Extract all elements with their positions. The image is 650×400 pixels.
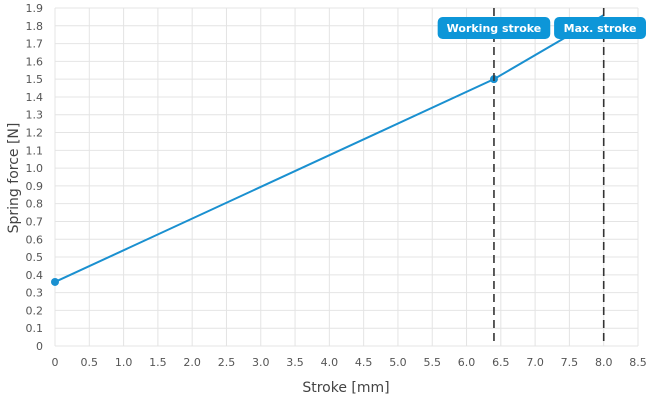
y-tick-label: 0.7 xyxy=(26,215,44,228)
y-tick-label: 0.2 xyxy=(26,304,44,317)
y-tick-label: 0.5 xyxy=(26,251,44,264)
y-tick-label: 0.3 xyxy=(26,287,44,300)
x-tick-label: 2.0 xyxy=(183,356,201,369)
x-tick-label: 3.0 xyxy=(252,356,270,369)
y-tick-label: 0 xyxy=(36,340,43,353)
y-tick-label: 1.6 xyxy=(26,55,44,68)
x-tick-label: 3.5 xyxy=(286,356,304,369)
y-tick-label: 1.9 xyxy=(26,2,44,15)
y-tick-label: 1.4 xyxy=(26,91,44,104)
x-tick-label: 5.0 xyxy=(389,356,407,369)
x-axis-ticks: 0 0.5 1.0 1.5 2.0 2.5 3.0 3.5 4.0 4.5 5.0 5.5 6.0 6.5… xyxy=(52,356,647,369)
x-tick-label: 6.0 xyxy=(458,356,476,369)
y-tick-label: 0.6 xyxy=(26,233,44,246)
marker-label-badge xyxy=(554,17,646,39)
y-tick-label: 0.9 xyxy=(26,180,44,193)
x-tick-label: 2.5 xyxy=(218,356,236,369)
y-tick-label: 0.1 xyxy=(26,322,44,335)
data-point xyxy=(51,277,59,286)
x-tick-label: 0.5 xyxy=(81,356,99,369)
x-tick-label: 1.5 xyxy=(149,356,167,369)
y-tick-label: 0.8 xyxy=(26,198,44,211)
y-tick-label: 1.8 xyxy=(26,20,44,33)
x-tick-label: 4.5 xyxy=(355,356,373,369)
y-tick-label: 1.5 xyxy=(26,73,44,86)
x-tick-label: 8.0 xyxy=(595,356,613,369)
y-tick-label: 1.3 xyxy=(26,109,44,122)
y-tick-label: 1.7 xyxy=(26,38,44,51)
x-tick-label: 0 xyxy=(52,356,59,369)
y-tick-label: 1.1 xyxy=(26,144,44,157)
x-axis-title: Stroke [mm] xyxy=(302,380,389,396)
marker-label-badge xyxy=(437,17,551,39)
x-tick-label: 7.5 xyxy=(561,356,579,369)
y-axis-ticks: 0 0.1 0.2 0.3 0.4 0.5 0.6 0.7 0.8 0.9 1.0 1.1 1.2 1.3… xyxy=(26,2,44,353)
x-tick-label: 6.5 xyxy=(492,356,510,369)
grid xyxy=(54,7,639,347)
x-tick-label: 5.5 xyxy=(423,356,441,369)
x-tick-label: 8.5 xyxy=(629,356,647,369)
x-tick-label: 7.0 xyxy=(526,356,544,369)
y-axis-title: Spring force [N] xyxy=(6,123,22,234)
marker-layer: Working stroke Max. stroke xyxy=(437,8,646,346)
y-tick-label: 1.0 xyxy=(26,162,44,175)
marker-label-text: Working stroke xyxy=(447,22,542,35)
y-tick-label: 1.2 xyxy=(26,127,44,140)
x-tick-label: 4.0 xyxy=(321,356,339,369)
y-tick-label: 0.4 xyxy=(26,269,44,282)
x-tick-label: 1.0 xyxy=(115,356,133,369)
marker-label-text: Max. stroke xyxy=(564,22,637,35)
